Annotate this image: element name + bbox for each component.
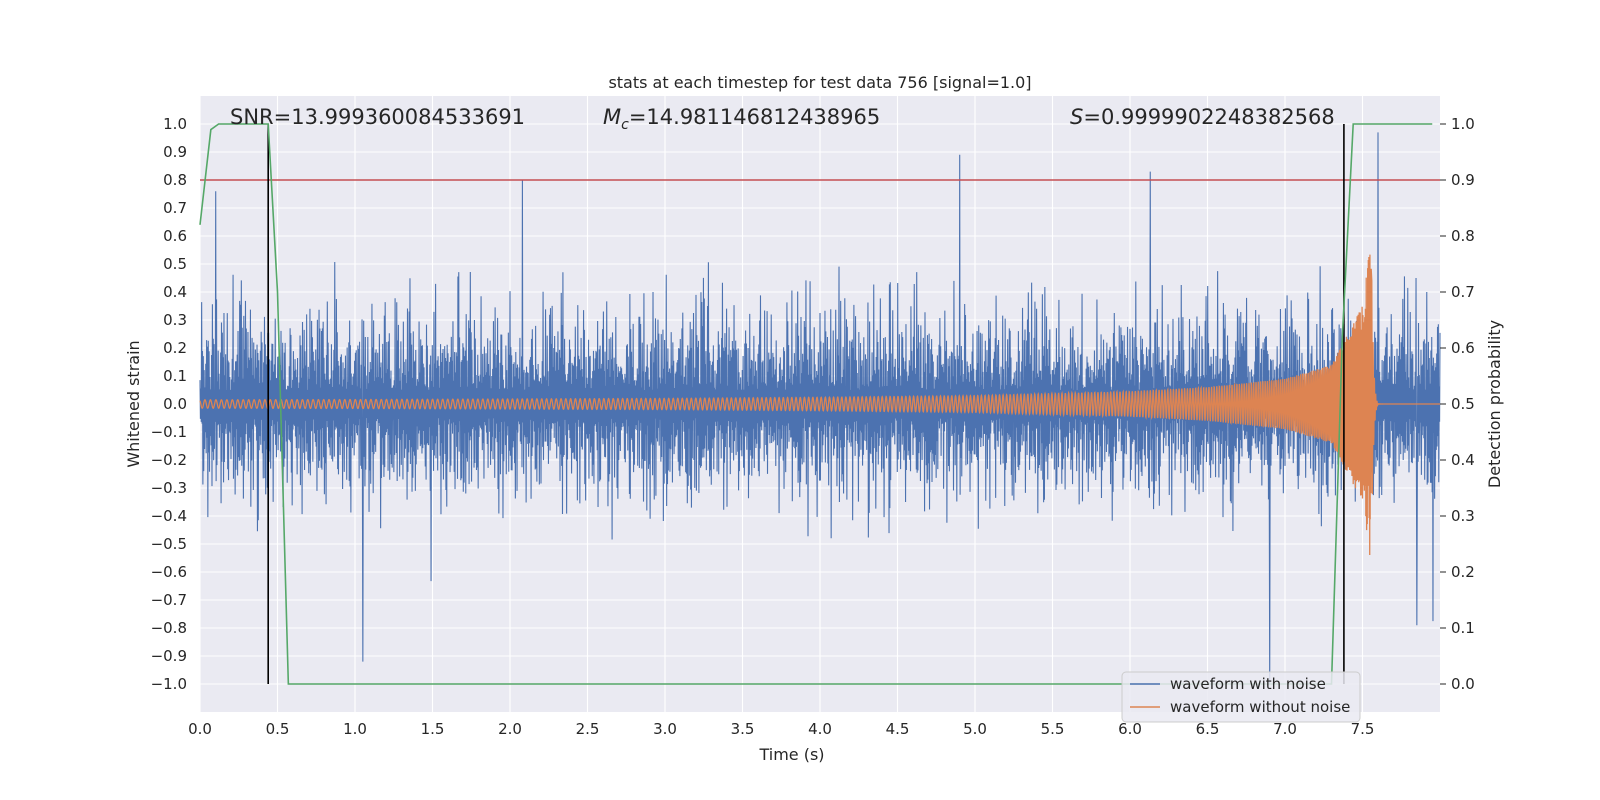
chirp-mass-symbol: M: [603, 105, 621, 129]
y2-tick-label: 0.2: [1451, 563, 1475, 581]
y-tick-label: −0.5: [151, 535, 187, 553]
y-tick-label: −1.0: [151, 675, 187, 693]
x-tick-label: 7.0: [1273, 720, 1297, 738]
series-waveform-with-noise: [199, 132, 1441, 685]
y2-tick-label: 1.0: [1451, 115, 1475, 133]
s-value: =0.9999902248382568: [1083, 105, 1334, 129]
y2-axis-ticks: 1.0 0.9 0.8 0.7 0.6 0.5 0.4 0.3 0.2 0.1 0.0: [1440, 115, 1475, 693]
y-tick-label: 0.3: [163, 311, 187, 329]
legend-label-noise: waveform with noise: [1170, 675, 1326, 693]
y-tick-label: 1.0: [163, 115, 187, 133]
x-tick-label: 0.5: [266, 720, 290, 738]
series-waveform-without-noise: [199, 254, 1440, 556]
legend-label-signal: waveform without noise: [1170, 698, 1350, 716]
snr-probability-annotation: S=0.9999902248382568: [1070, 105, 1335, 129]
x-axis-label: Time (s): [758, 745, 824, 764]
y-tick-label: 0.6: [163, 227, 187, 245]
y-tick-label: −0.1: [151, 423, 187, 441]
y-tick-label: −0.2: [151, 451, 187, 469]
snr-annotation: SNR=13.999360084533691: [230, 105, 525, 129]
x-tick-label: 5.0: [963, 720, 987, 738]
chart-title: stats at each timestep for test data 756…: [608, 73, 1031, 92]
series-detection-probability: [199, 123, 1433, 685]
chirp-mass-subscript: c: [621, 117, 629, 133]
y-axis-ticks: 1.0 0.9 0.8 0.7 0.6 0.5 0.4 0.3 0.2 0.1 0.0 −0.1 −0.…: [151, 115, 187, 693]
legend-box: [1121, 671, 1361, 723]
x-tick-label: 1.0: [343, 720, 367, 738]
y2-tick-label: 0.4: [1451, 451, 1475, 469]
y-tick-label: 0.8: [163, 171, 187, 189]
chirp-mass-value: =14.981146812438965: [629, 105, 880, 129]
y-tick-label: 0.9: [163, 143, 187, 161]
y-tick-label: −0.6: [151, 563, 187, 581]
probability-trace: [199, 123, 1433, 685]
y2-tick-label: 0.8: [1451, 227, 1475, 245]
chirp-mass-annotation: Mc=14.981146812438965: [603, 105, 880, 133]
x-tick-label: 3.0: [653, 720, 677, 738]
y-tick-label: 0.0: [163, 395, 187, 413]
y-tick-label: −0.4: [151, 507, 187, 525]
x-tick-label: 0.0: [188, 720, 212, 738]
y-tick-label: −0.8: [151, 619, 187, 637]
x-tick-label: 2.0: [498, 720, 522, 738]
x-tick-label: 6.5: [1196, 720, 1220, 738]
y-tick-label: 0.2: [163, 339, 187, 357]
y-axis-label: Whitened strain: [124, 340, 143, 467]
x-tick-label: 6.0: [1118, 720, 1142, 738]
y-tick-label: −0.7: [151, 591, 187, 609]
y-tick-label: 0.5: [163, 255, 187, 273]
x-tick-label: 4.0: [808, 720, 832, 738]
y2-tick-label: 0.0: [1451, 675, 1475, 693]
legend: waveform with noise waveform without noi…: [1121, 671, 1361, 723]
y-tick-label: −0.3: [151, 479, 187, 497]
y-tick-label: 0.4: [163, 283, 187, 301]
x-tick-label: 2.5: [576, 720, 600, 738]
y2-tick-label: 0.1: [1451, 619, 1475, 637]
reference-lines: [200, 124, 1440, 684]
y-tick-label: −0.9: [151, 647, 187, 665]
y2-tick-label: 0.3: [1451, 507, 1475, 525]
y2-tick-label: 0.7: [1451, 283, 1475, 301]
x-tick-label: 1.5: [421, 720, 445, 738]
noise-trace: [199, 132, 1441, 685]
s-symbol: S: [1070, 105, 1083, 129]
x-tick-label: 5.5: [1041, 720, 1065, 738]
y2-tick-label: 0.9: [1451, 171, 1475, 189]
signal-trace: [199, 254, 1440, 556]
x-tick-label: 4.5: [886, 720, 910, 738]
y2-tick-label: 0.6: [1451, 339, 1475, 357]
x-tick-label: 3.5: [731, 720, 755, 738]
y-tick-label: 0.7: [163, 199, 187, 217]
x-tick-label: 7.5: [1351, 720, 1375, 738]
x-axis-ticks: 0.0 0.5 1.0 1.5 2.0 2.5 3.0 3.5 4.0 4.5 5.0 5.5 6.0 6…: [188, 720, 1374, 738]
y2-axis-label: Detection probability: [1485, 320, 1504, 488]
y-tick-label: 0.1: [163, 367, 187, 385]
y2-tick-label: 0.5: [1451, 395, 1475, 413]
